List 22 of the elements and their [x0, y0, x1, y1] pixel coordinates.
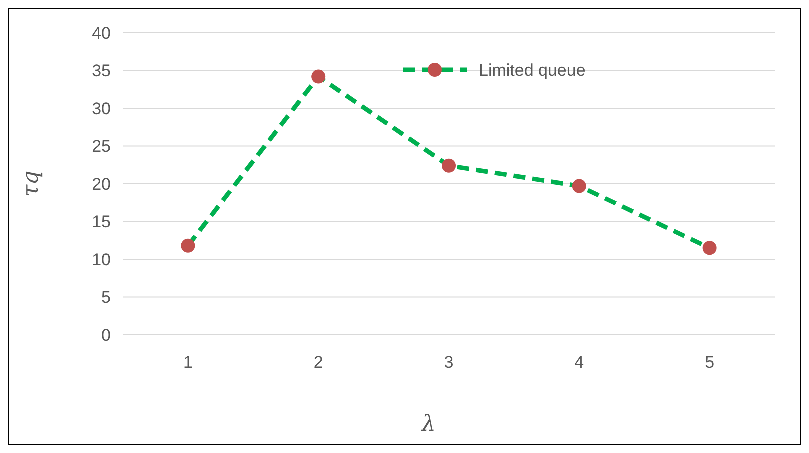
point [442, 158, 456, 173]
x-tick-label: 5 [705, 353, 715, 372]
x-tick-label: 2 [314, 353, 324, 372]
y-axis-title: τq [19, 170, 44, 198]
y-tick-label: 15 [92, 212, 111, 232]
x-axis-title: λ [421, 412, 436, 437]
point [181, 238, 196, 253]
y-tick-label: 0 [102, 326, 111, 345]
point [702, 241, 717, 256]
x-tick-label: 4 [574, 353, 584, 372]
y-tick-label: 10 [92, 250, 111, 270]
legend-label: Limited queue [479, 60, 586, 80]
y-tick-label: 35 [92, 62, 111, 81]
y-tick-label: 25 [92, 137, 111, 156]
y-tick-label: 5 [102, 288, 111, 308]
y-tick-label: 20 [92, 174, 111, 194]
x-tick-label: 1 [183, 353, 193, 372]
y-tick-label: 30 [92, 99, 111, 118]
point [572, 179, 586, 194]
point [312, 70, 326, 84]
y-tick-label: 40 [92, 24, 111, 43]
x-tick-label: 3 [444, 353, 454, 372]
